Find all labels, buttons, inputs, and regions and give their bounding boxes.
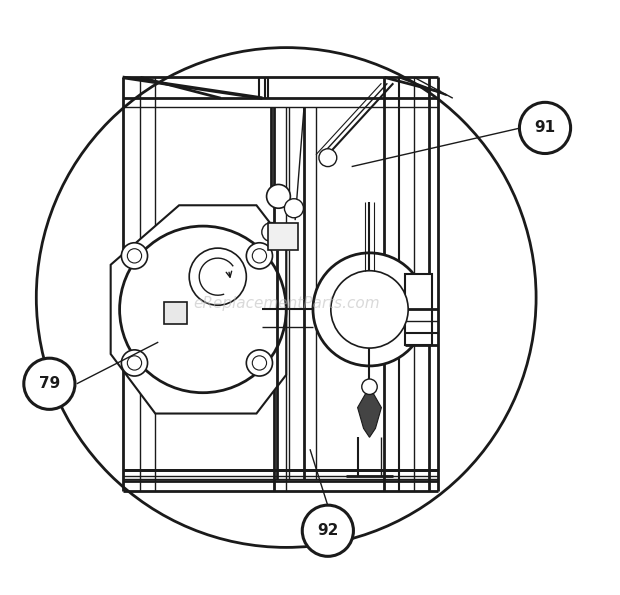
Circle shape bbox=[285, 199, 303, 218]
Circle shape bbox=[267, 184, 290, 208]
Text: 92: 92 bbox=[317, 523, 339, 538]
Polygon shape bbox=[111, 205, 286, 414]
Circle shape bbox=[37, 48, 536, 547]
Circle shape bbox=[303, 505, 353, 556]
Bar bbox=[164, 302, 187, 324]
Circle shape bbox=[252, 356, 267, 370]
Text: 91: 91 bbox=[534, 120, 556, 136]
Circle shape bbox=[189, 248, 246, 305]
Circle shape bbox=[127, 249, 141, 263]
Circle shape bbox=[319, 149, 337, 167]
Circle shape bbox=[361, 379, 377, 394]
Bar bbox=[268, 223, 298, 250]
Circle shape bbox=[331, 271, 408, 348]
Circle shape bbox=[24, 358, 75, 409]
Circle shape bbox=[246, 350, 273, 376]
Circle shape bbox=[122, 243, 148, 269]
Circle shape bbox=[246, 243, 273, 269]
Circle shape bbox=[262, 223, 281, 242]
Text: 79: 79 bbox=[39, 376, 60, 392]
Circle shape bbox=[252, 249, 267, 263]
Circle shape bbox=[127, 356, 141, 370]
Polygon shape bbox=[358, 387, 381, 437]
Circle shape bbox=[122, 350, 148, 376]
Circle shape bbox=[313, 253, 426, 366]
Circle shape bbox=[520, 102, 570, 154]
Circle shape bbox=[120, 226, 286, 393]
Bar bbox=[405, 274, 432, 345]
Text: eReplacementParts.com: eReplacementParts.com bbox=[193, 296, 379, 311]
